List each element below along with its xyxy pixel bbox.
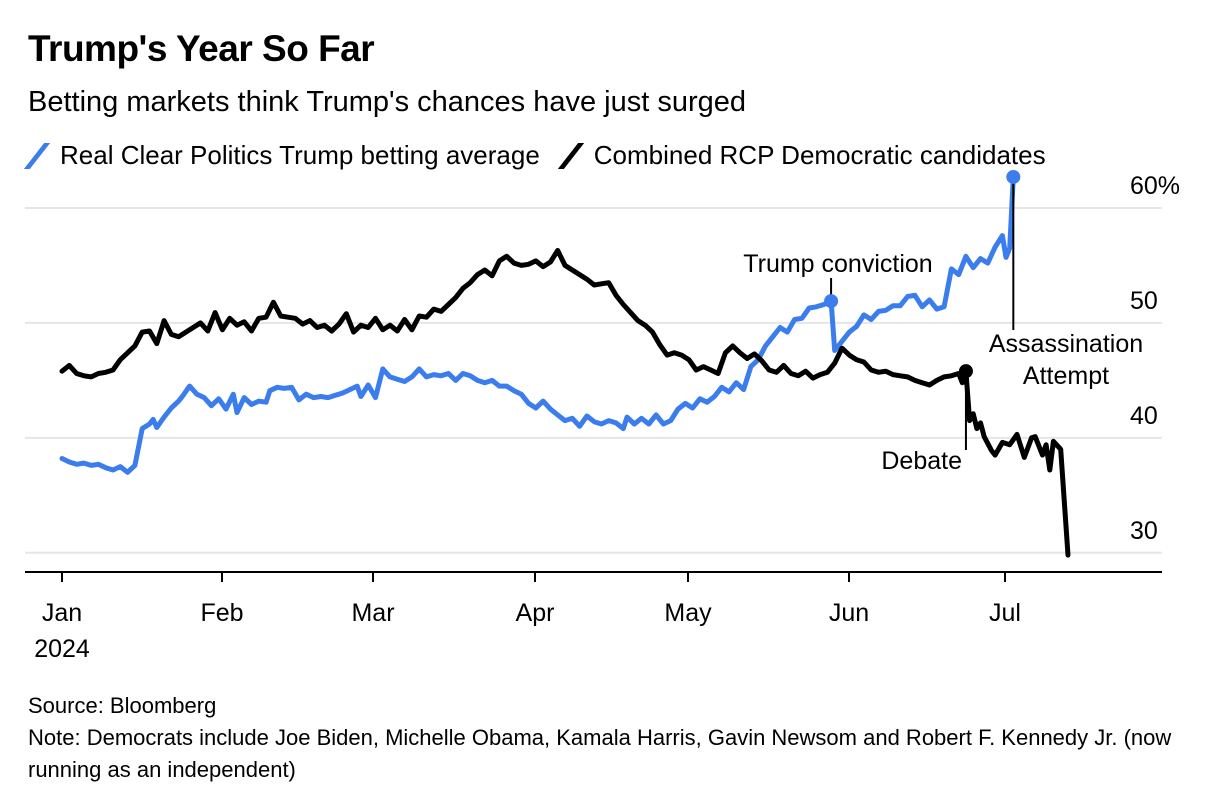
- x-tick-label-may: May: [664, 599, 712, 627]
- legend-label-dem: Combined RCP Democratic candidates: [593, 140, 1046, 170]
- annotation-label-assassination-line2: Attempt: [1023, 362, 1109, 390]
- y-tick-label-60: 60%: [1130, 172, 1180, 200]
- y-tick-label-30: 30: [1130, 517, 1158, 545]
- x-tick-label-feb: Feb: [200, 599, 243, 627]
- x-tick-label-jun: Jun: [829, 599, 869, 627]
- legend: Real Clear Politics Trump betting averag…: [23, 140, 1068, 171]
- chart-title: Trump's Year So Far: [28, 28, 375, 69]
- x-tick-label-apr: Apr: [516, 599, 555, 627]
- y-tick-label-50: 50: [1130, 287, 1158, 315]
- x-tick-label-jan: Jan: [42, 599, 82, 627]
- series-line-dem: [59, 248, 1071, 558]
- annotation-marker-debate: [958, 364, 973, 379]
- series-line-trump: [59, 174, 1016, 475]
- legend-label-trump: Real Clear Politics Trump betting averag…: [60, 140, 540, 170]
- footnote: Note: Democrats include Joe Biden, Miche…: [28, 725, 1172, 782]
- x-tick-label-jul: Jul: [989, 599, 1021, 627]
- annotation-label-assassination-line1: Assassination: [989, 330, 1143, 358]
- x-tick-sublabel-jan: 2024: [34, 635, 90, 663]
- legend-item-trump: Real Clear Politics Trump betting averag…: [23, 140, 540, 171]
- annotation-label-conviction: Trump conviction: [743, 250, 932, 278]
- legend-item-dem: Combined RCP Democratic candidates: [557, 140, 1046, 171]
- annotation-marker-conviction: [824, 294, 839, 309]
- footer: Source: Bloomberg Note: Democrats includ…: [28, 690, 1198, 786]
- source-note: Source: Bloomberg: [28, 693, 217, 718]
- annotation-label-debate: Debate: [881, 447, 962, 475]
- annotation-marker-assassination: [1006, 169, 1021, 184]
- x-tick-label-mar: Mar: [351, 599, 394, 627]
- line-chart: 30 40 50 60% Jan 2024 Feb Mar Apr May Jun Jul Trump …: [25, 169, 1180, 663]
- y-tick-label-40: 40: [1130, 402, 1158, 430]
- chart-subtitle: Betting markets think Trump's chances ha…: [28, 86, 746, 118]
